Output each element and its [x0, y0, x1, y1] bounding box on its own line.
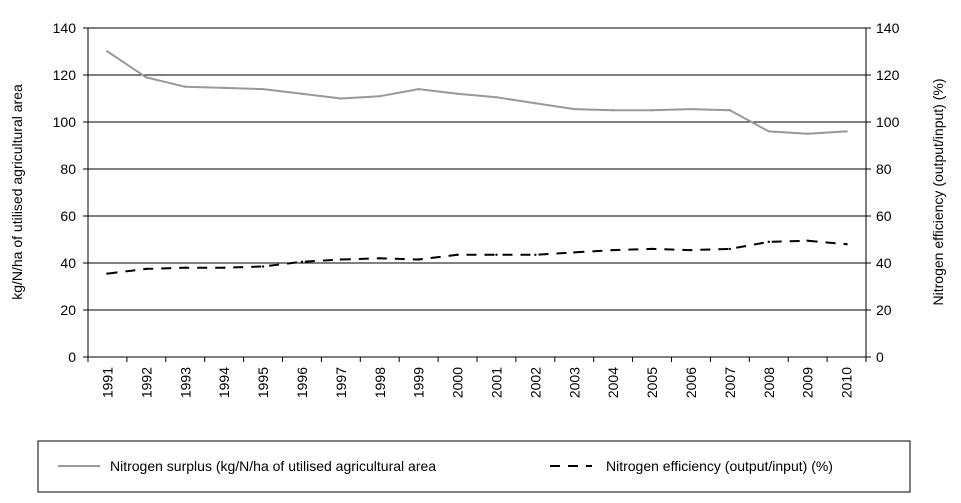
- data-point-efficiency: [845, 243, 848, 246]
- x-tick-label: 1998: [372, 367, 388, 398]
- y-tick-label-left: 60: [60, 208, 76, 224]
- x-tick-label: 2001: [488, 367, 504, 398]
- y-tick-label-left: 80: [60, 161, 76, 177]
- y-tick-label-left: 20: [60, 302, 76, 318]
- data-point-efficiency: [534, 253, 537, 256]
- data-point-surplus: [611, 109, 615, 112]
- data-point-surplus: [573, 107, 576, 111]
- x-tick-label: 2000: [450, 367, 466, 398]
- data-point-efficiency: [611, 248, 615, 252]
- series-line-surplus: [106, 50, 847, 135]
- data-point-surplus: [456, 92, 459, 96]
- data-point-surplus: [184, 85, 187, 88]
- data-point-efficiency: [184, 266, 187, 269]
- data-point-efficiency: [767, 240, 770, 244]
- x-tick-label: 2010: [839, 367, 855, 398]
- y-tick-label-left: 40: [60, 255, 76, 271]
- gridlines: [88, 27, 866, 311]
- data-point-surplus: [145, 76, 148, 79]
- data-point-surplus: [222, 86, 226, 90]
- y-tick-label-right: 140: [876, 20, 900, 36]
- x-tick-label: 1996: [294, 367, 310, 398]
- y-tick-label-right: 60: [876, 208, 892, 224]
- data-point-surplus: [845, 130, 848, 133]
- x-tick-label: 2009: [800, 367, 816, 398]
- y-tick-label-right: 120: [876, 67, 900, 83]
- y-tick-label-right: 20: [876, 302, 892, 318]
- data-point-efficiency: [106, 272, 109, 275]
- y-tick-label-left: 0: [68, 349, 76, 365]
- data-point-surplus: [339, 97, 343, 100]
- x-tick-label: 2005: [644, 367, 660, 398]
- data-point-surplus: [495, 96, 498, 99]
- data-point-surplus: [300, 92, 304, 96]
- x-tick-label: 1995: [255, 367, 271, 398]
- axes: [83, 27, 871, 362]
- legend: Nitrogen surplus (kg/N/ha of utilised ag…: [37, 440, 911, 493]
- series-line-efficiency: [107, 239, 847, 275]
- data-point-surplus: [378, 94, 381, 98]
- y-tick-label-left: 120: [53, 67, 77, 83]
- y-tick-label-right: 100: [876, 114, 900, 130]
- data-point-efficiency: [456, 253, 459, 256]
- data-point-efficiency: [145, 267, 148, 271]
- data-point-efficiency: [300, 260, 304, 264]
- data-point-surplus: [261, 87, 265, 91]
- y-axis-title-right: Nitrogen efficiency (output/input) (%): [930, 79, 946, 306]
- data-point-surplus: [767, 130, 770, 133]
- y-tick-label-right: 40: [876, 255, 892, 271]
- data-point-surplus: [534, 102, 537, 105]
- data-point-surplus: [417, 87, 420, 91]
- data-point-efficiency: [573, 251, 576, 254]
- data-point-efficiency: [806, 239, 809, 242]
- data-point-efficiency: [339, 258, 343, 261]
- data-point-efficiency: [417, 258, 420, 261]
- x-tick-label: 1999: [411, 367, 427, 398]
- tick-labels: 0 0 20 20 40 40 60 60 80 80 100 100 120 120 140 140 1991…: [53, 20, 900, 398]
- x-tick-label: 1994: [216, 367, 232, 398]
- data-point-surplus: [650, 109, 654, 112]
- x-tick-label: 2007: [722, 367, 738, 398]
- series-lines: [106, 50, 848, 275]
- data-point-efficiency: [728, 247, 732, 251]
- y-axis-title-left: kg/N/ha of utilised agricultural area: [9, 84, 25, 300]
- legend-box: [37, 440, 911, 493]
- x-tick-label: 1997: [333, 367, 349, 398]
- data-point-surplus: [689, 107, 693, 111]
- x-tick-label: 2004: [605, 367, 621, 398]
- data-point-surplus: [106, 50, 109, 53]
- data-point-efficiency: [689, 248, 693, 252]
- x-tick-label: 1993: [177, 367, 193, 398]
- y-tick-label-left: 100: [53, 114, 77, 130]
- data-point-efficiency: [222, 266, 226, 269]
- x-tick-label: 1991: [99, 367, 115, 398]
- data-point-surplus: [806, 132, 809, 135]
- legend-label-efficiency: Nitrogen efficiency (output/input) (%): [606, 458, 833, 474]
- x-tick-label: 2008: [761, 367, 777, 398]
- data-point-efficiency: [378, 257, 381, 260]
- x-tick-label: 2002: [527, 367, 543, 398]
- x-tick-label: 2003: [566, 367, 582, 398]
- data-point-surplus: [728, 109, 732, 112]
- data-point-efficiency: [495, 253, 498, 256]
- x-tick-label: 2006: [683, 367, 699, 398]
- y-tick-label-left: 140: [53, 20, 77, 36]
- y-tick-label-right: 0: [876, 349, 884, 365]
- data-point-efficiency: [261, 265, 265, 268]
- y-tick-label-right: 80: [876, 161, 892, 177]
- x-tick-label: 1992: [138, 367, 154, 398]
- legend-label-surplus: Nitrogen surplus (kg/N/ha of utilised ag…: [110, 458, 436, 474]
- data-point-efficiency: [650, 247, 654, 251]
